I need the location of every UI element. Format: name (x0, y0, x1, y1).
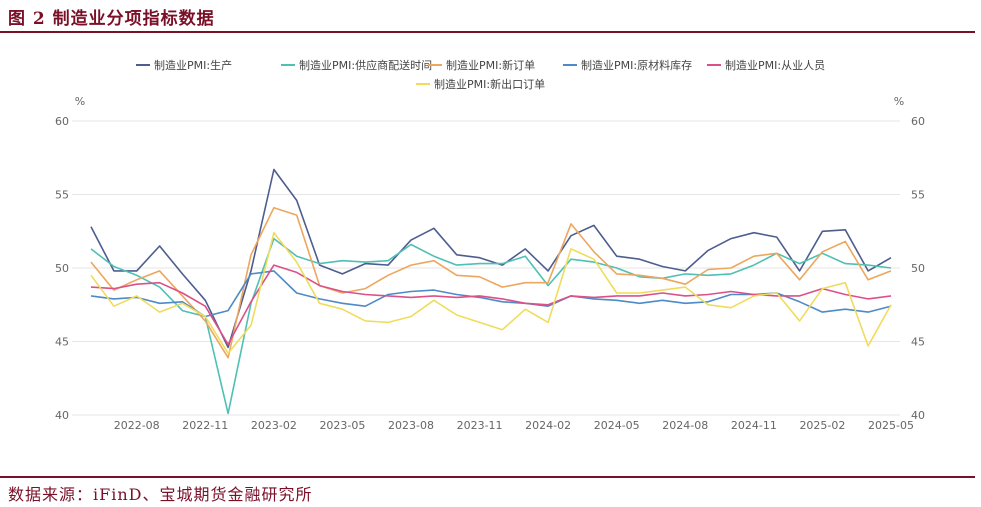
y-tick-left-45: 45 (55, 336, 69, 349)
series-line-1 (90, 168, 892, 349)
x-tick-2022-08: 2022-08 (114, 419, 160, 432)
series-lines (90, 168, 892, 415)
y-tick-right-60: 60 (911, 115, 925, 128)
x-tick-2023-08: 2023-08 (388, 419, 434, 432)
x-tick-2024-11: 2024-11 (731, 419, 777, 432)
x-tick-2024-02: 2024-02 (525, 419, 571, 432)
y-tick-left-55: 55 (55, 189, 69, 202)
series-line-6 (90, 231, 892, 355)
y-tick-right-50: 50 (911, 262, 925, 275)
x-tick-2024-05: 2024-05 (594, 419, 640, 432)
x-axis: 2022-08 2022-11 2023-02 2023-05 2023-08 2023-… (114, 419, 914, 432)
x-tick-2025-02: 2025-02 (799, 419, 845, 432)
source-note: 数据来源：iFinD、宝城期货金融研究所 (8, 485, 313, 504)
x-tick-2023-02: 2023-02 (251, 419, 297, 432)
y-tick-right-55: 55 (911, 189, 925, 202)
y-tick-left-40: 40 (55, 409, 69, 422)
series-line-3 (90, 206, 892, 359)
series-line-2 (90, 237, 892, 415)
y-tick-left-60: 60 (55, 115, 69, 128)
y-tick-right-45: 45 (911, 336, 925, 349)
x-tick-2023-11: 2023-11 (457, 419, 503, 432)
x-tick-2023-05: 2023-05 (319, 419, 365, 432)
legend-label-1: 制造业PMI:生产 (154, 58, 232, 72)
left-axis-unit: % (75, 95, 85, 108)
grid-lines (72, 120, 900, 416)
right-axis-unit: % (894, 95, 904, 108)
left-y-axis: 40 45 50 55 60 (55, 115, 69, 422)
series-line-5 (90, 264, 892, 346)
legend: 制造业PMI:生产 制造业PMI:供应商配送时间 制造业PMI:新订单 制造业PMI:… (136, 58, 825, 91)
legend-label-5: 制造业PMI:从业人员 (725, 58, 825, 72)
source-divider (0, 476, 975, 478)
legend-label-2: 制造业PMI:供应商配送时间 (299, 58, 432, 72)
y-tick-left-50: 50 (55, 262, 69, 275)
figure-title: 图 2 制造业分项指标数据 (8, 9, 215, 29)
title-divider (0, 31, 975, 33)
legend-label-3: 制造业PMI:新订单 (446, 58, 535, 72)
legend-label-4: 制造业PMI:原材料库存 (581, 58, 692, 72)
x-tick-2022-11: 2022-11 (182, 419, 228, 432)
line-chart: 制造业PMI:生产 制造业PMI:供应商配送时间 制造业PMI:新订单 制造业PMI:… (55, 58, 925, 432)
legend-label-6: 制造业PMI:新出口订单 (434, 77, 545, 91)
x-tick-2024-08: 2024-08 (662, 419, 708, 432)
right-y-axis: 40 45 50 55 60 (911, 115, 925, 422)
x-tick-2025-05: 2025-05 (868, 419, 914, 432)
y-tick-right-40: 40 (911, 409, 925, 422)
